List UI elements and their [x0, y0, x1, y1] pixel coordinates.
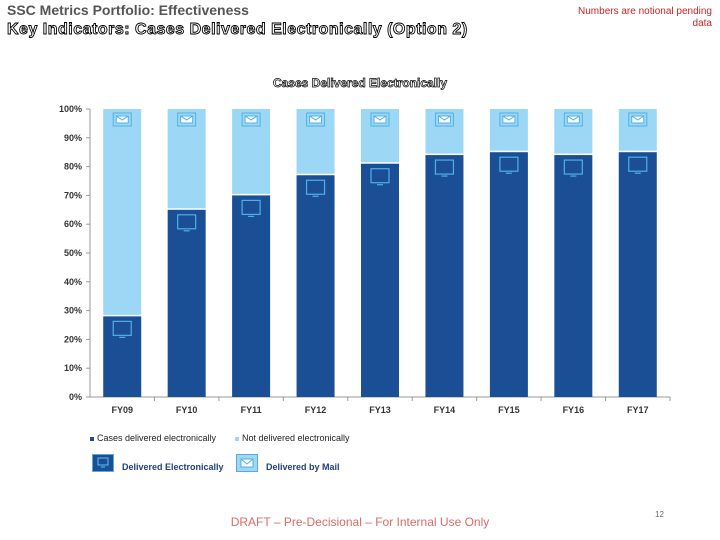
x-tick-label: FY09: [111, 405, 133, 415]
x-tick-label: FY15: [498, 405, 520, 415]
envelope-icon-flap: [502, 115, 516, 121]
monitor-icon: [628, 156, 648, 172]
y-tick-label: 60%: [64, 219, 82, 229]
monitor-icon: [177, 214, 197, 230]
bar-mail-fy10: [167, 109, 206, 209]
envelope-icon-flap: [180, 115, 193, 121]
bar-electronic-fy13: [361, 163, 399, 397]
legend-swatch-not-electronic: [235, 436, 239, 441]
x-tick-label: FY12: [305, 405, 327, 415]
bar-electronic-fy12: [296, 175, 335, 397]
bar-electronic-fy10: [167, 209, 206, 397]
monitor-icon: [112, 320, 132, 336]
envelope-icon-flap: [567, 115, 580, 121]
envelope-icon: [434, 112, 454, 127]
y-tick-label: 20%: [64, 334, 82, 344]
monitor-icon: [563, 159, 583, 175]
envelope-icon: [306, 112, 326, 127]
legend-item-electronic: Cases delivered electronically: [90, 433, 216, 443]
monitor-icon: [92, 454, 114, 472]
envelope-icon: [236, 454, 258, 472]
x-tick-label: FY16: [563, 405, 585, 415]
bar-electronic-fy16: [554, 155, 593, 397]
x-tick-label: FY17: [627, 405, 649, 415]
y-tick-label: 10%: [64, 363, 82, 373]
y-tick-label: 100%: [59, 104, 82, 114]
monitor-icon: [305, 179, 326, 195]
y-tick-label: 0%: [69, 392, 82, 402]
monitor-icon-glyph: [97, 457, 109, 468]
notional-note: Numbers are notional pending data: [578, 6, 712, 29]
bar-electronic-fy14: [425, 155, 464, 397]
bar-electronic-fy09: [103, 316, 142, 397]
x-tick-label: FY11: [241, 405, 262, 415]
monitor-icon: [499, 156, 519, 172]
envelope-icon-flap: [631, 115, 645, 121]
envelope-icon: [499, 112, 519, 127]
x-tick-label: FY10: [176, 405, 198, 415]
legend-label-electronic: Cases delivered electronically: [97, 433, 217, 443]
bar-mail-fy09: [103, 109, 142, 315]
envelope-icon: [628, 112, 648, 127]
icon-legend-mail-label: Delivered by Mail: [266, 462, 340, 472]
envelope-icon-flap: [438, 115, 451, 121]
envelope-icon: [112, 112, 132, 127]
y-tick-label: 80%: [64, 162, 82, 172]
page-number: 12: [655, 510, 664, 519]
y-tick-label: 90%: [64, 133, 82, 143]
envelope-icon: [241, 112, 261, 127]
portfolio-title: SSC Metrics Portfolio: Effectiveness: [7, 2, 249, 18]
bar-mail-fy17: [618, 109, 657, 151]
icon-legend-electronic-label: Delivered Electronically: [122, 462, 224, 472]
bar-electronic-fy15: [489, 152, 528, 397]
envelope-icon-flap: [115, 115, 129, 121]
envelope-icon: [177, 112, 197, 127]
slide-title: Key Indicators: Cases Delivered Electron…: [7, 21, 468, 39]
envelope-icon-flap: [373, 115, 387, 121]
legend-item-not-electronic: Not delivered electronically: [235, 433, 350, 443]
monitor-icon: [241, 199, 261, 215]
envelope-icon-flap: [244, 115, 258, 121]
legend-label-not-electronic: Not delivered electronically: [242, 433, 350, 443]
envelope-icon-glyph: [240, 458, 254, 468]
y-tick-label: 30%: [64, 306, 82, 316]
x-tick-label: FY13: [369, 405, 391, 415]
envelope-icon: [370, 112, 390, 127]
y-tick-label: 50%: [64, 248, 82, 258]
monitor-icon: [434, 159, 455, 175]
y-tick-label: 40%: [64, 277, 82, 287]
draft-disclaimer: DRAFT – Pre-Decisional – For Internal Us…: [230, 515, 490, 529]
x-tick-label: FY14: [434, 405, 456, 415]
bar-mail-fy15: [489, 109, 528, 151]
y-tick-label: 70%: [64, 190, 82, 200]
envelope-icon-flap: [309, 115, 322, 121]
monitor-icon: [370, 168, 390, 184]
bar-electronic-fy11: [232, 195, 271, 397]
legend-swatch-electronic: [90, 436, 94, 441]
bar-electronic-fy17: [618, 152, 657, 397]
chart-title: Cases Delivered Electronically: [272, 76, 448, 91]
envelope-icon: [563, 112, 583, 127]
